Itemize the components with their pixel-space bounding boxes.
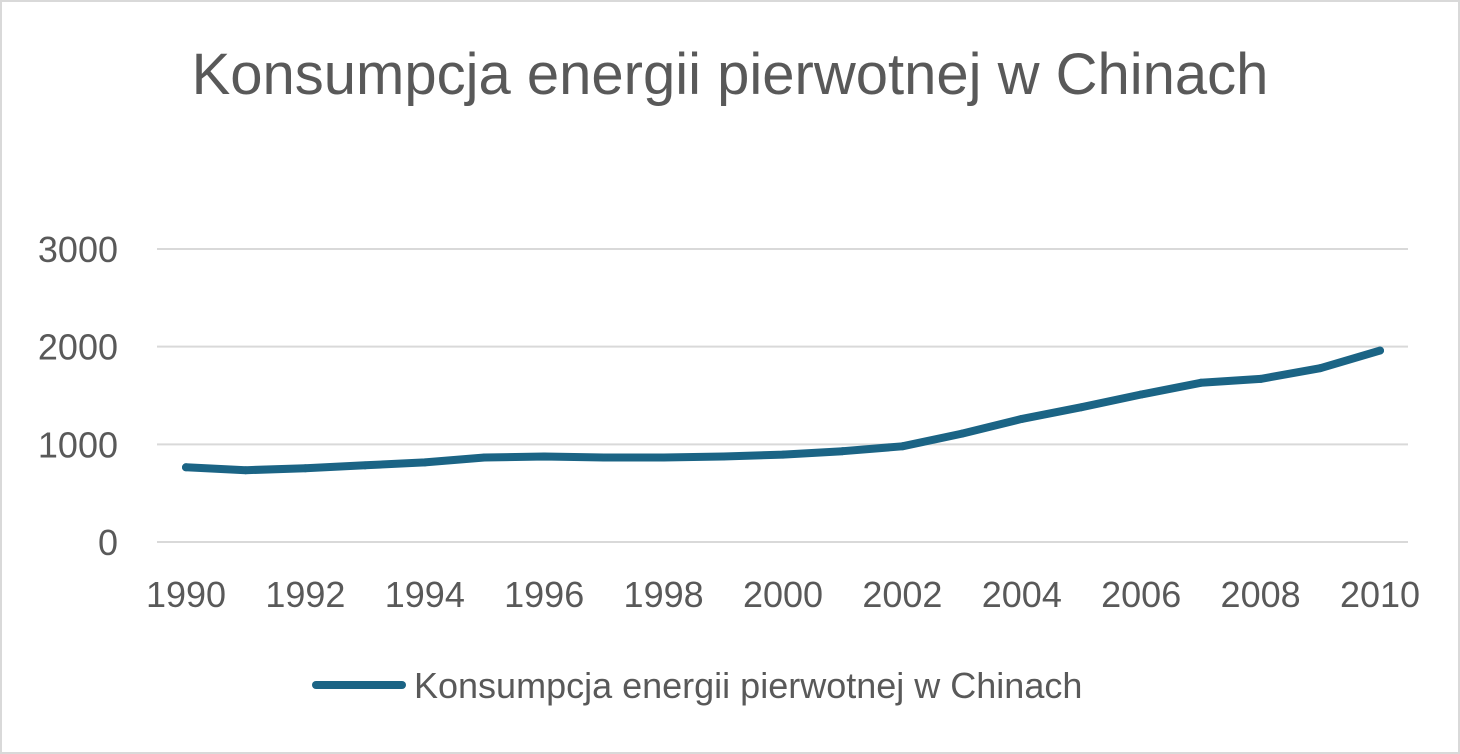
gridlines [157,248,1408,543]
x-tick-label: 1998 [624,574,704,615]
data-point [779,450,787,459]
data-point [540,452,549,461]
data-point [301,464,310,473]
data-point [1256,374,1265,383]
y-tick-label: 3000 [38,229,118,270]
x-tick-label: 2004 [982,574,1062,615]
y-tick-label: 2000 [38,327,118,368]
data-point [599,453,608,462]
data-point [1376,346,1384,355]
x-tick-label: 2002 [862,574,942,615]
legend-label: Konsumpcja energii pierwotnej w Chinach [414,665,1082,706]
chart-title: Konsumpcja energii pierwotnej w Chinach [191,42,1269,107]
data-point [361,461,370,470]
x-tick-label: 2010 [1340,574,1420,615]
y-tick-label: 1000 [38,424,118,465]
x-tick-label: 2006 [1101,574,1181,615]
data-point [1316,364,1325,373]
data-point [1017,414,1026,423]
data-point [1077,403,1086,412]
x-tick-label: 1992 [265,574,345,615]
x-tick-label: 1996 [504,574,584,615]
data-point [1196,378,1205,387]
data-point [480,453,489,462]
y-tick-label: 0 [98,522,118,563]
x-axis-ticks: 1990 1992 1994 1996 1998 2000 2002 2004 2006 2008… [146,574,1420,615]
x-tick-label: 2000 [743,574,823,615]
x-tick-label: 1990 [146,574,226,615]
data-point [659,453,668,462]
series-layer [182,346,1384,475]
data-point [898,442,907,451]
data-point [838,447,847,456]
data-point [182,463,190,472]
data-point [719,452,728,461]
data-point [241,466,250,475]
data-point [958,429,967,438]
x-tick-label: 1994 [385,574,465,615]
x-tick-label: 2008 [1221,574,1301,615]
data-point [1137,390,1146,399]
data-point [420,458,429,467]
y-axis-ticks: 0 1000 2000 3000 [38,229,118,563]
legend: Konsumpcja energii pierwotnej w Chinach [312,665,1082,706]
